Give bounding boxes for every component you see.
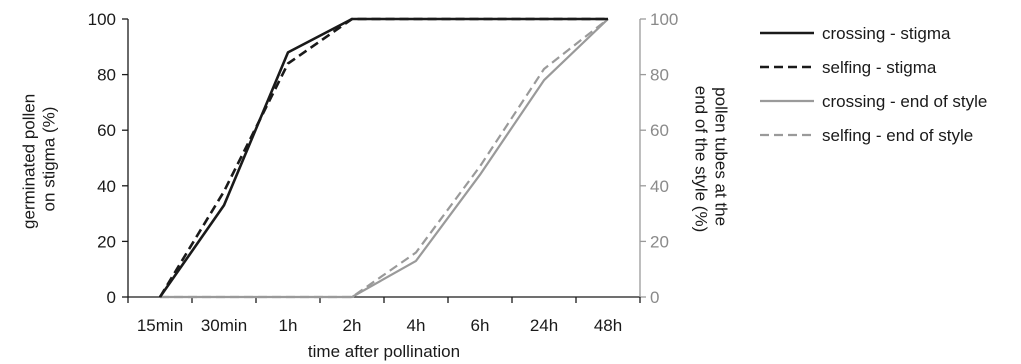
legend-label-1: crossing - stigma [822, 24, 951, 43]
legend: crossing - stigma selfing - stigma crossin… [760, 24, 987, 145]
y-right-tick-label: 40 [650, 177, 669, 196]
x-tick-label: 15min [137, 316, 183, 335]
y-axis-left-title-line-2: on stigma (%) [40, 107, 59, 212]
y-axis-right-title: pollen tubes at the end of the style (%) [691, 86, 730, 232]
y-left-tick-label: 80 [97, 66, 116, 85]
x-tick-label: 24h [530, 316, 558, 335]
legend-label-4: selfing - end of style [822, 126, 973, 145]
series-line-4 [160, 18, 609, 299]
y-left-tick-label: 20 [97, 232, 116, 251]
x-tick-label: 2h [343, 316, 362, 335]
legend-label-3: crossing - end of style [822, 92, 987, 111]
plot-area: 0 0 20 20 40 40 60 60 80 80 100 100 15min 30min 1h 2h 4h… [88, 10, 679, 335]
series-line-1 [158, 17, 608, 298]
x-tick-label: 6h [471, 316, 490, 335]
y-axis-left-title: germinated pollen on stigma (%) [19, 89, 58, 229]
x-tick-label: 30min [201, 316, 247, 335]
y-left-tick-label: 0 [107, 288, 116, 307]
y-axis-left-title-line-1: germinated pollen [19, 94, 38, 229]
y-left-tick-label: 60 [97, 121, 116, 140]
x-axis-title: time after pollination [308, 342, 460, 361]
y-axis-right-title-line-1: pollen tubes at the [712, 87, 731, 226]
y-right-tick-label: 80 [650, 66, 669, 85]
x-tick-label: 4h [407, 316, 426, 335]
x-tick-label: 48h [594, 316, 622, 335]
y-axis-right-title-line-2: end of the style (%) [691, 86, 710, 232]
y-left-tick-label: 100 [88, 10, 116, 29]
series-line-3 [160, 18, 609, 299]
legend-label-2: selfing - stigma [822, 58, 937, 77]
y-right-tick-label: 60 [650, 121, 669, 140]
y-right-tick-label: 20 [650, 232, 669, 251]
series-line-2 [158, 17, 608, 298]
y-right-tick-label: 100 [650, 10, 678, 29]
y-left-tick-label: 40 [97, 177, 116, 196]
x-tick-label: 1h [279, 316, 298, 335]
y-right-tick-label: 0 [650, 288, 659, 307]
